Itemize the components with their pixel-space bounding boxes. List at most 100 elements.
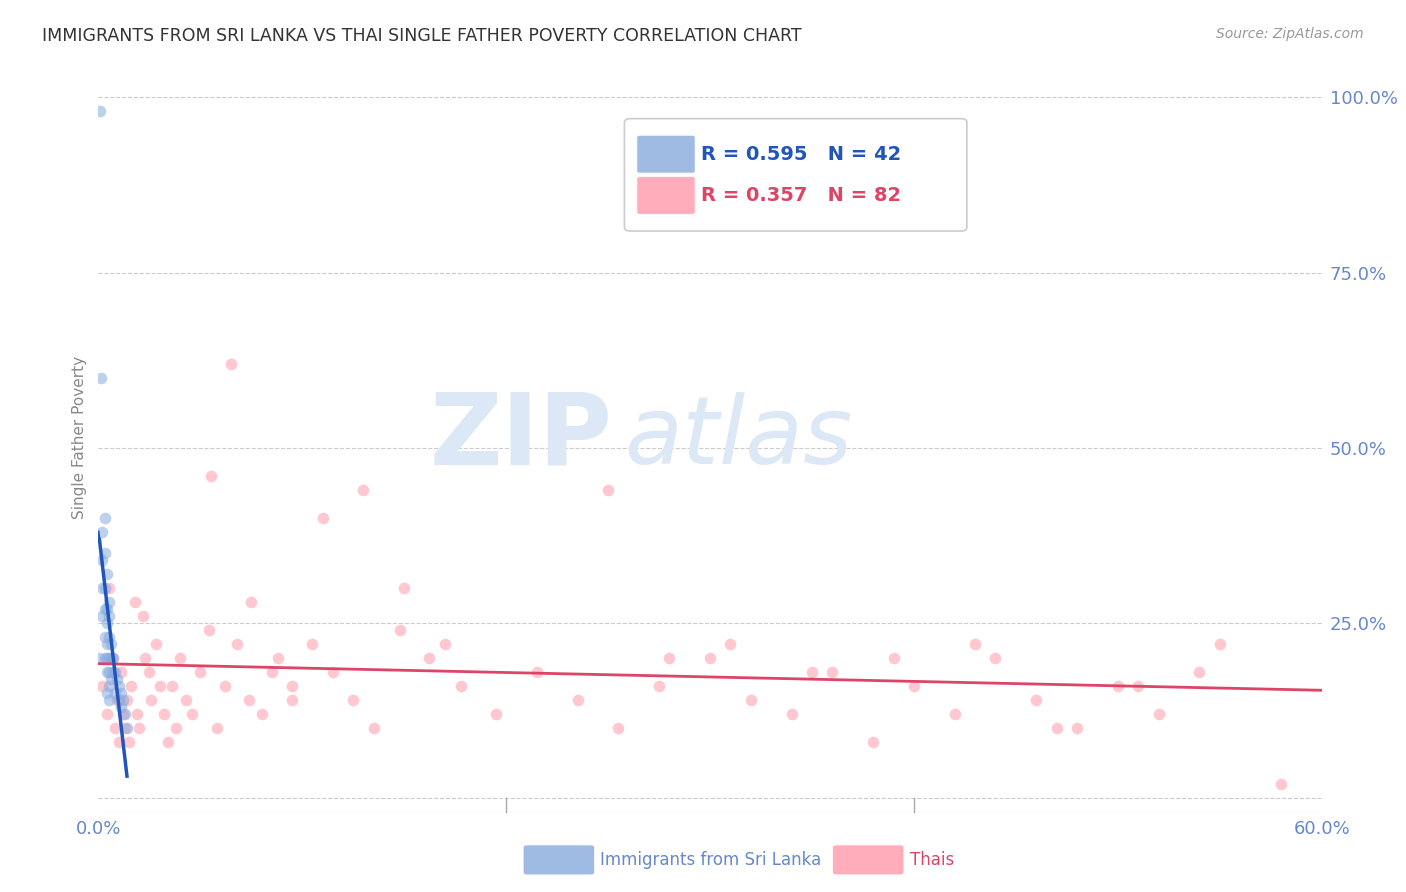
Point bbox=[100, 637, 122, 651]
Point bbox=[118, 734, 141, 748]
Point bbox=[93, 630, 115, 644]
Point bbox=[101, 650, 124, 665]
Point bbox=[141, 692, 163, 706]
Point bbox=[363, 721, 385, 735]
Point bbox=[174, 692, 197, 706]
Point bbox=[97, 679, 120, 693]
Point bbox=[240, 594, 263, 608]
Text: R = 0.357   N = 82: R = 0.357 N = 82 bbox=[702, 186, 901, 205]
Point bbox=[1045, 721, 1069, 735]
Point bbox=[188, 665, 212, 679]
Point bbox=[110, 699, 132, 714]
Point bbox=[90, 370, 112, 384]
Point bbox=[111, 706, 134, 721]
Point bbox=[418, 650, 440, 665]
Point bbox=[108, 679, 131, 693]
Point bbox=[97, 692, 120, 706]
Point bbox=[226, 637, 249, 651]
Point bbox=[214, 679, 236, 693]
Point bbox=[205, 721, 228, 735]
Point bbox=[108, 692, 131, 706]
Point bbox=[96, 686, 118, 700]
Point bbox=[1025, 692, 1047, 706]
Point bbox=[105, 692, 128, 706]
Text: Immigrants from Sri Lanka: Immigrants from Sri Lanka bbox=[600, 851, 821, 869]
Point bbox=[100, 650, 122, 665]
Point bbox=[389, 623, 412, 637]
Point bbox=[260, 665, 283, 679]
Point bbox=[1066, 721, 1088, 735]
FancyBboxPatch shape bbox=[624, 119, 967, 231]
Point bbox=[104, 686, 127, 700]
Point bbox=[267, 650, 290, 665]
Point bbox=[132, 608, 155, 623]
Point bbox=[96, 650, 118, 665]
Point bbox=[93, 601, 115, 615]
Point bbox=[250, 706, 273, 721]
Point bbox=[93, 510, 115, 524]
Point bbox=[93, 581, 115, 595]
Point bbox=[740, 692, 762, 706]
Point bbox=[699, 650, 721, 665]
Point bbox=[965, 637, 987, 651]
Point bbox=[96, 706, 118, 721]
Point bbox=[862, 734, 884, 748]
Point bbox=[93, 546, 115, 560]
Point bbox=[97, 608, 120, 623]
Point bbox=[567, 692, 589, 706]
Text: Source: ZipAtlas.com: Source: ZipAtlas.com bbox=[1216, 27, 1364, 41]
Point bbox=[181, 706, 204, 721]
Point bbox=[984, 650, 1007, 665]
Point bbox=[450, 679, 472, 693]
Point bbox=[903, 679, 925, 693]
Point bbox=[91, 608, 114, 623]
Point bbox=[1209, 637, 1232, 651]
Point bbox=[97, 594, 120, 608]
Point bbox=[97, 581, 120, 595]
Point bbox=[883, 650, 905, 665]
Point bbox=[114, 721, 136, 735]
Y-axis label: Single Father Poverty: Single Father Poverty bbox=[72, 356, 87, 518]
Point bbox=[801, 665, 824, 679]
Point bbox=[110, 686, 132, 700]
Point bbox=[281, 692, 304, 706]
Point bbox=[165, 721, 187, 735]
Point bbox=[108, 734, 131, 748]
Point bbox=[322, 665, 344, 679]
Point bbox=[89, 650, 111, 665]
Point bbox=[238, 692, 260, 706]
Point bbox=[97, 630, 120, 644]
Point bbox=[96, 566, 118, 581]
Point bbox=[352, 483, 374, 497]
Text: atlas: atlas bbox=[624, 392, 852, 483]
Point bbox=[138, 665, 160, 679]
Point bbox=[91, 581, 114, 595]
FancyBboxPatch shape bbox=[637, 135, 696, 173]
Point bbox=[821, 665, 844, 679]
Point bbox=[111, 692, 134, 706]
Point bbox=[89, 104, 111, 119]
Point bbox=[149, 679, 172, 693]
Point bbox=[96, 601, 118, 615]
Point bbox=[281, 679, 304, 693]
Point bbox=[96, 665, 118, 679]
Point bbox=[124, 594, 146, 608]
Point bbox=[1107, 679, 1129, 693]
Text: R = 0.595   N = 42: R = 0.595 N = 42 bbox=[702, 145, 901, 164]
Point bbox=[134, 650, 156, 665]
Point bbox=[145, 637, 167, 651]
Point bbox=[91, 524, 114, 539]
Text: Thais: Thais bbox=[910, 851, 953, 869]
Point bbox=[97, 650, 120, 665]
Point bbox=[1188, 665, 1211, 679]
Point bbox=[110, 665, 132, 679]
Point bbox=[780, 706, 803, 721]
Point bbox=[312, 510, 335, 524]
Point bbox=[598, 483, 620, 497]
Point bbox=[100, 672, 122, 686]
Point bbox=[607, 721, 630, 735]
Point bbox=[115, 721, 138, 735]
FancyBboxPatch shape bbox=[637, 177, 696, 215]
Point bbox=[101, 650, 124, 665]
Point bbox=[526, 665, 548, 679]
